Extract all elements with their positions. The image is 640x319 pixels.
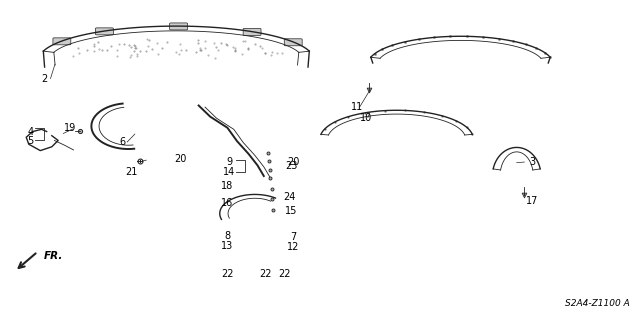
Text: 22: 22 bbox=[278, 270, 291, 279]
Text: 22: 22 bbox=[221, 270, 234, 279]
Text: 11: 11 bbox=[351, 102, 363, 112]
FancyBboxPatch shape bbox=[95, 28, 113, 35]
Text: 2: 2 bbox=[41, 73, 47, 84]
Text: 13: 13 bbox=[221, 241, 234, 251]
Text: 8: 8 bbox=[225, 231, 230, 241]
Text: 4: 4 bbox=[28, 127, 34, 137]
Text: 20: 20 bbox=[175, 154, 187, 165]
Text: 17: 17 bbox=[526, 197, 538, 206]
Text: 12: 12 bbox=[287, 242, 300, 252]
Text: 21: 21 bbox=[125, 167, 138, 177]
FancyBboxPatch shape bbox=[284, 39, 302, 46]
Text: 3: 3 bbox=[529, 157, 535, 167]
FancyBboxPatch shape bbox=[170, 23, 188, 30]
Text: 10: 10 bbox=[360, 113, 372, 122]
FancyBboxPatch shape bbox=[53, 38, 71, 45]
Text: 14: 14 bbox=[223, 167, 236, 177]
Text: 24: 24 bbox=[283, 192, 296, 202]
Text: 7: 7 bbox=[290, 232, 296, 242]
Text: 15: 15 bbox=[285, 206, 298, 216]
Text: 6: 6 bbox=[119, 137, 125, 147]
Text: 23: 23 bbox=[285, 161, 298, 172]
FancyBboxPatch shape bbox=[243, 28, 261, 35]
Text: 19: 19 bbox=[63, 123, 76, 133]
Text: 18: 18 bbox=[221, 182, 234, 191]
Text: 9: 9 bbox=[227, 157, 232, 167]
Text: 22: 22 bbox=[259, 270, 272, 279]
Text: S2A4-Z1100 A: S2A4-Z1100 A bbox=[565, 299, 630, 308]
Text: 5: 5 bbox=[28, 136, 34, 146]
Text: 20: 20 bbox=[287, 157, 300, 167]
Text: FR.: FR. bbox=[44, 251, 63, 261]
Text: 16: 16 bbox=[221, 198, 234, 208]
